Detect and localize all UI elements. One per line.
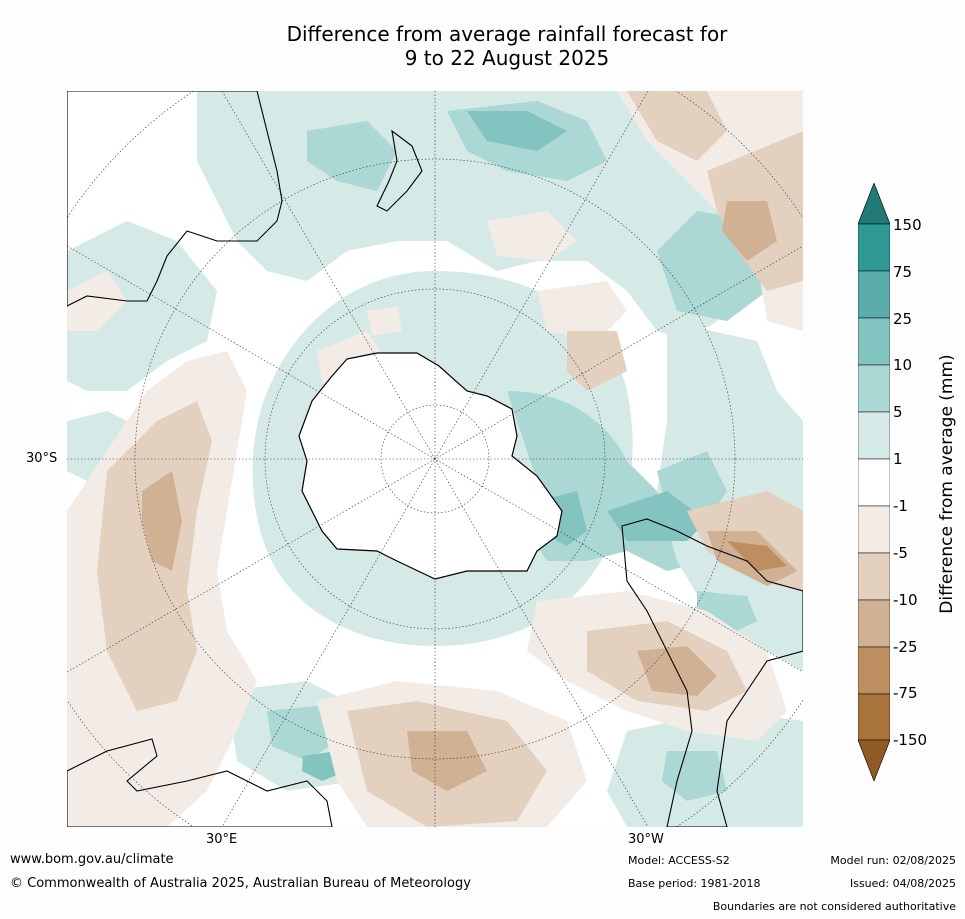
colorbar-segment-1-5 bbox=[858, 411, 890, 460]
footer-copyright: © Commonwealth of Australia 2025, Austra… bbox=[10, 876, 471, 891]
colorbar-bottom-arrow bbox=[858, 739, 890, 781]
footer-disclaimer: Boundaries are not considered authoritat… bbox=[712, 900, 956, 913]
footer-issued: Issued: 04/08/2025 bbox=[849, 877, 956, 890]
colorbar-tick: 5 bbox=[893, 403, 903, 421]
colorbar-segment-25-75 bbox=[858, 270, 890, 319]
colorbar-tick: -25 bbox=[893, 638, 918, 656]
colorbar-top-arrow bbox=[858, 183, 890, 225]
map-svg bbox=[67, 91, 803, 827]
longitude-label-30e: 30°E bbox=[206, 832, 238, 847]
title-line-1: Difference from average rainfall forecas… bbox=[286, 22, 728, 46]
title-line-2: 9 to 22 August 2025 bbox=[404, 46, 610, 70]
australia-coastline bbox=[67, 91, 283, 307]
map-title: Difference from average rainfall forecas… bbox=[0, 22, 965, 70]
africa-coastline bbox=[67, 738, 333, 827]
longitude-label-30w: 30°W bbox=[628, 832, 664, 847]
colorbar-segment-neg10-neg5 bbox=[858, 552, 890, 601]
colorbar-segment-neg1-1 bbox=[858, 458, 890, 507]
colorbar-tick: -75 bbox=[893, 684, 918, 702]
colorbar-segment-neg5-neg1 bbox=[858, 505, 890, 554]
footer-base-period: Base period: 1981-2018 bbox=[628, 877, 761, 890]
footer-url[interactable]: www.bom.gov.au/climate bbox=[10, 852, 174, 867]
colorbar-segment-5-10 bbox=[858, 364, 890, 413]
latitude-label: 30°S bbox=[26, 451, 58, 466]
colorbar-tick: 10 bbox=[893, 356, 913, 374]
footer-model-run: Model run: 02/08/2025 bbox=[830, 854, 956, 867]
rainfall-anomaly-map bbox=[67, 91, 803, 827]
colorbar-segment-neg25-neg10 bbox=[858, 599, 890, 648]
colorbar-tick: -150 bbox=[893, 731, 928, 749]
antarctica-landmass bbox=[298, 352, 563, 580]
colorbar-segment-75-150 bbox=[858, 223, 890, 272]
colorbar bbox=[858, 183, 890, 781]
colorbar-title: Difference from average (mm) bbox=[937, 354, 957, 614]
colorbar-tick: -10 bbox=[893, 591, 918, 609]
dry-anomaly-fields bbox=[67, 91, 803, 827]
colorbar-segment-neg150-neg75 bbox=[858, 693, 890, 741]
footer-model: Model: ACCESS-S2 bbox=[628, 854, 730, 867]
colorbar-segment-neg75-neg25 bbox=[858, 646, 890, 695]
south-america-coastline bbox=[621, 518, 803, 827]
colorbar-segments bbox=[858, 223, 890, 741]
colorbar-segment-10-25 bbox=[858, 317, 890, 366]
colorbar-tick: -1 bbox=[893, 497, 908, 515]
colorbar-tick: 150 bbox=[893, 216, 922, 234]
colorbar-tick: 1 bbox=[893, 450, 903, 468]
new-zealand-coastline bbox=[376, 129, 423, 212]
colorbar-tick: 25 bbox=[893, 310, 913, 328]
colorbar-tick: -5 bbox=[893, 544, 908, 562]
graticule bbox=[67, 91, 803, 827]
colorbar-tick: 75 bbox=[893, 263, 913, 281]
